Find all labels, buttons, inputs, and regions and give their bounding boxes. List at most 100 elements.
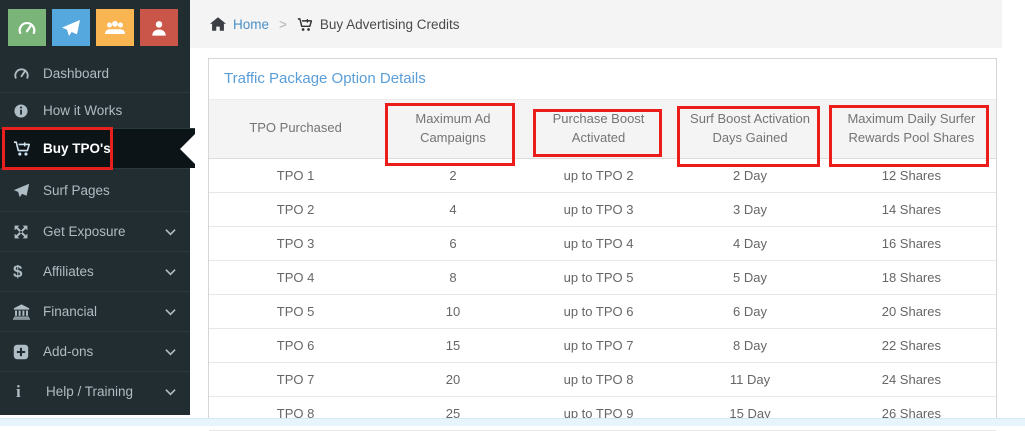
table-cell: TPO 1 <box>209 158 383 193</box>
sidebar-item-surf-pages[interactable]: Surf Pages <box>0 168 190 211</box>
breadcrumb-separator: > <box>279 16 287 32</box>
chevron-down-icon <box>165 348 176 356</box>
table-cell: 24 Shares <box>826 362 996 397</box>
table-cell: 14 Shares <box>826 192 996 227</box>
sidebar-menu: Dashboard How it Works Buy TPO's Surf Pa… <box>0 55 195 411</box>
sidebar-item-label: Financial <box>43 304 98 319</box>
info-circle-icon <box>13 103 43 119</box>
user-quick-button[interactable] <box>140 9 178 46</box>
table-cell: TPO 2 <box>209 192 383 227</box>
paper-plane-icon <box>61 18 81 38</box>
table-cell: 11 Day <box>673 362 827 397</box>
sidebar-item-label: Buy TPO's <box>43 141 111 156</box>
column-header-surf-boost-days: Surf Boost Activation Days Gained <box>673 100 827 167</box>
sidebar-item-affiliates[interactable]: $ Affiliates <box>0 251 190 291</box>
table-cell: 8 <box>382 260 524 295</box>
sidebar-item-buy-tpos[interactable]: Buy TPO's <box>0 127 195 170</box>
table-cell: 4 Day <box>673 226 827 261</box>
sidebar-item-help-training[interactable]: i Help / Training <box>0 371 190 411</box>
table-cell: TPO 7 <box>209 362 383 397</box>
chevron-down-icon <box>165 308 176 316</box>
table-cell: 16 Shares <box>826 226 996 261</box>
table-cell: 2 Day <box>673 158 827 193</box>
plus-square-icon <box>13 344 43 360</box>
table-header-row: TPO Purchased Maximum Ad Campaigns Purch… <box>209 100 996 167</box>
table-cell: TPO 4 <box>209 260 383 295</box>
sidebar-item-label: Dashboard <box>43 66 110 81</box>
cart-plus-icon <box>13 140 43 157</box>
table-cell: up to TPO 8 <box>523 362 674 397</box>
table-cell: 8 Day <box>673 328 827 363</box>
table-cell: TPO 6 <box>209 328 383 363</box>
bottom-alert-strip <box>0 418 1025 426</box>
table-cell: 4 <box>382 192 524 227</box>
sidebar-item-financial[interactable]: Financial <box>0 291 190 331</box>
sidebar-item-label: Get Exposure <box>43 224 126 239</box>
sidebar-quick-icons <box>0 0 190 55</box>
sidebar-item-label: Add-ons <box>43 344 94 359</box>
chevron-down-icon <box>165 228 176 236</box>
sidebar-item-add-ons[interactable]: Add-ons <box>0 331 190 371</box>
gauge-icon <box>17 18 37 38</box>
breadcrumb: Home > Buy Advertising Credits <box>210 17 459 32</box>
table-cell: 3 Day <box>673 192 827 227</box>
sidebar-item-dashboard[interactable]: Dashboard <box>0 55 190 92</box>
sidebar-item-label: How it Works <box>43 103 123 118</box>
table-cell: up to TPO 7 <box>523 328 674 363</box>
column-header-max-ad-campaigns: Maximum Ad Campaigns <box>382 100 524 166</box>
table-cell: 10 <box>382 294 524 329</box>
cart-icon <box>297 17 313 32</box>
bank-icon <box>13 303 43 320</box>
breadcrumb-home-link[interactable]: Home <box>233 16 270 32</box>
users-quick-button[interactable] <box>96 9 134 46</box>
gauge-icon <box>13 65 43 82</box>
chevron-down-icon <box>165 268 176 276</box>
info-icon: i <box>16 381 21 401</box>
column-header-label: Surf Boost Activation Days Gained <box>690 111 810 145</box>
sidebar-item-label: Help / Training <box>46 384 134 399</box>
tpo-table: TPO Purchased Maximum Ad Campaigns Purch… <box>209 100 996 431</box>
paper-plane-icon <box>13 182 43 199</box>
users-icon <box>104 19 126 36</box>
sidebar-item-label: Affiliates <box>43 264 94 279</box>
table-cell: 6 Day <box>673 294 827 329</box>
sidebar-item-get-exposure[interactable]: Get Exposure <box>0 211 190 251</box>
arrows-icon <box>13 224 43 240</box>
table-cell: 2 <box>382 158 524 193</box>
column-header-tpo-purchased: TPO Purchased <box>209 100 383 159</box>
sidebar: Dashboard How it Works Buy TPO's Surf Pa… <box>0 0 195 415</box>
dollar-icon: $ <box>13 261 23 281</box>
table-cell: 15 <box>382 328 524 363</box>
table-cell: TPO 3 <box>209 226 383 261</box>
sidebar-item-how-it-works[interactable]: How it Works <box>0 92 190 128</box>
sidebar-item-label: Surf Pages <box>43 182 110 198</box>
column-header-rewards-pool-shares: Maximum Daily Surfer Rewards Pool Shares <box>826 100 996 167</box>
chevron-down-icon <box>165 388 176 396</box>
table-row: TPO 7 20 up to TPO 8 11 Day 24 Shares <box>209 362 996 397</box>
breadcrumb-current: Buy Advertising Credits <box>319 16 460 32</box>
table-cell: up to TPO 3 <box>523 192 674 227</box>
column-header-label: Maximum Daily Surfer Rewards Pool Shares <box>847 111 976 145</box>
top-bar: Home > Buy Advertising Credits <box>190 0 1002 48</box>
table-cell: 12 Shares <box>826 158 996 193</box>
table-cell: up to TPO 6 <box>523 294 674 329</box>
table-cell: 6 <box>382 226 524 261</box>
dashboard-quick-button[interactable] <box>8 9 46 46</box>
column-header-purchase-boost: Purchase Boost Activated <box>523 100 674 159</box>
surf-quick-button[interactable] <box>52 9 90 46</box>
table-cell: 18 Shares <box>826 260 996 295</box>
column-header-label: Maximum Ad Campaigns <box>415 111 491 145</box>
panel-title: Traffic Package Option Details <box>209 59 996 100</box>
home-icon <box>210 17 226 31</box>
table-cell: up to TPO 4 <box>523 226 674 261</box>
table-cell: 20 Shares <box>826 294 996 329</box>
column-header-label: Purchase Boost Activated <box>552 111 645 145</box>
traffic-package-panel: Traffic Package Option Details TPO Purch… <box>208 58 997 431</box>
